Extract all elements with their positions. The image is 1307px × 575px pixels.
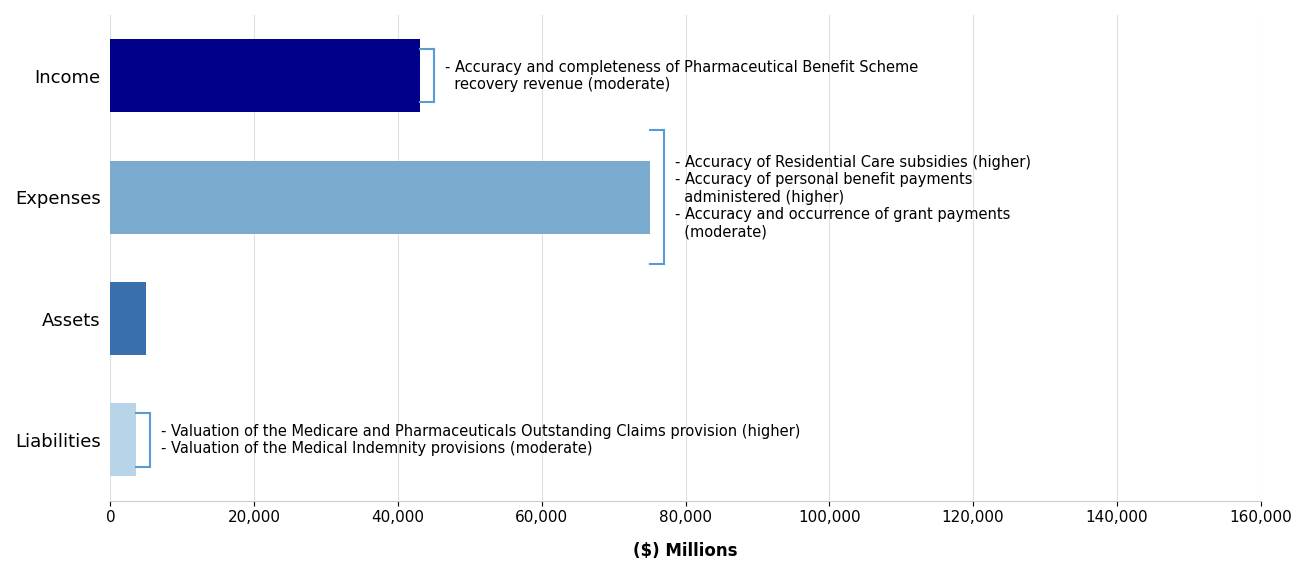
Text: - Accuracy and completeness of Pharmaceutical Benefit Scheme
  recovery revenue : - Accuracy and completeness of Pharmaceu…	[444, 59, 918, 92]
Bar	[111, 282, 146, 355]
Text: - Valuation of the Medicare and Pharmaceuticals Outstanding Claims provision (hi: - Valuation of the Medicare and Pharmace…	[161, 424, 800, 456]
Bar	[111, 404, 136, 476]
Bar	[111, 160, 650, 233]
Text: - Accuracy of Residential Care subsidies (higher)
- Accuracy of personal benefit: - Accuracy of Residential Care subsidies…	[674, 155, 1031, 239]
X-axis label: ($) Millions: ($) Millions	[634, 542, 737, 560]
Bar	[111, 39, 420, 112]
